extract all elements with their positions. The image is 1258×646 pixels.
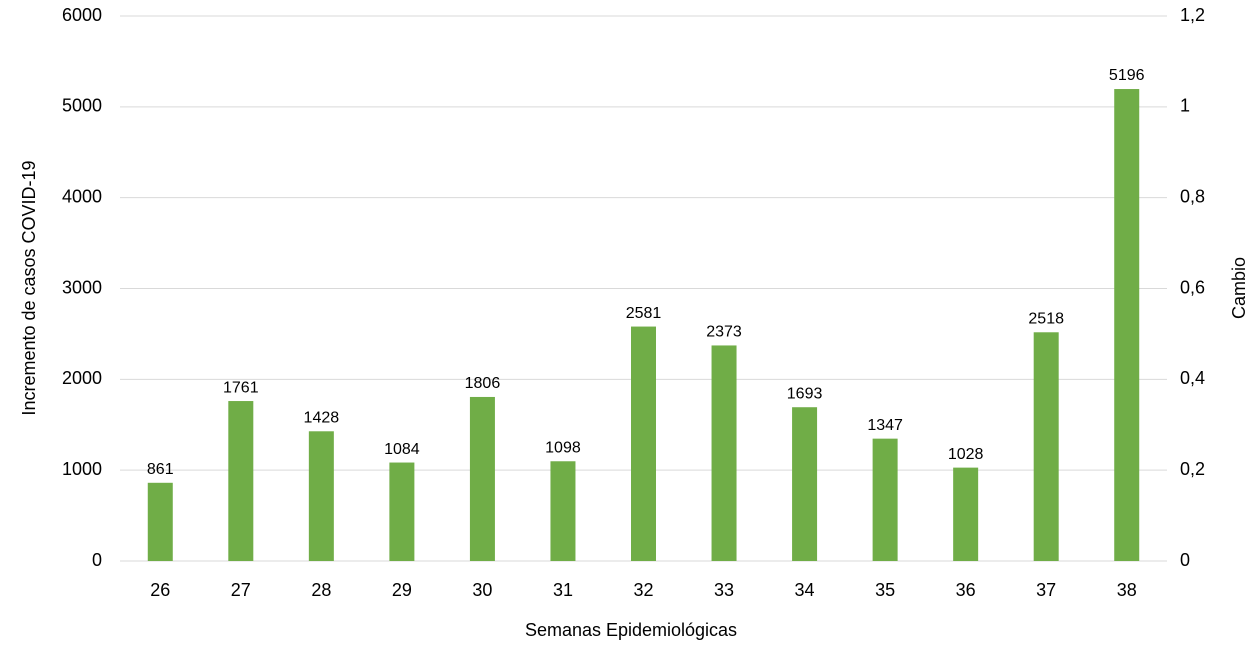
data-label: 1806	[465, 375, 501, 392]
bar	[792, 407, 818, 561]
data-label: 5196	[1109, 67, 1145, 84]
x-tick-label: 29	[392, 580, 412, 600]
bar	[550, 461, 576, 561]
y2-tick-label: 0,2	[1180, 459, 1205, 479]
x-tick-label: 26	[150, 580, 170, 600]
y-tick-label: 1000	[62, 459, 102, 479]
data-label: 1347	[867, 417, 903, 434]
y2-tick-label: 0	[1180, 550, 1190, 570]
data-label: 1693	[787, 385, 823, 402]
data-label: 2373	[706, 324, 742, 341]
bar	[1114, 89, 1140, 561]
y2-tick-label: 0,4	[1180, 368, 1205, 388]
bar	[308, 431, 334, 561]
y2-tick-label: 1	[1180, 96, 1190, 116]
bar	[872, 438, 898, 561]
x-tick-label: 28	[311, 580, 331, 600]
y-tick-label: 0	[92, 550, 102, 570]
x-tick-label: 36	[956, 580, 976, 600]
data-label: 1084	[384, 441, 420, 458]
x-tick-label: 32	[633, 580, 653, 600]
data-label: 1428	[304, 410, 340, 427]
bar	[147, 482, 173, 561]
x-tick-label: 30	[472, 580, 492, 600]
y2-axis-title: Cambio	[1229, 257, 1249, 319]
data-label: 1028	[948, 446, 984, 463]
y-axis-title: Incremento de casos COVID-19	[19, 160, 39, 415]
x-tick-label: 33	[714, 580, 734, 600]
bar	[953, 467, 979, 561]
x-tick-label: 34	[795, 580, 815, 600]
x-tick-label: 31	[553, 580, 573, 600]
x-tick-label: 37	[1036, 580, 1056, 600]
data-label: 2518	[1028, 311, 1064, 328]
bar	[631, 326, 656, 561]
data-label: 1761	[223, 379, 259, 396]
bar	[469, 396, 495, 561]
data-label: 2581	[626, 305, 662, 322]
x-tick-label: 35	[875, 580, 895, 600]
y-tick-label: 5000	[62, 96, 102, 116]
data-label: 861	[147, 461, 174, 478]
y2-tick-label: 0,8	[1180, 186, 1205, 206]
y-tick-label: 6000	[62, 5, 102, 25]
bar	[389, 462, 415, 561]
y-tick-label: 2000	[62, 368, 102, 388]
y-tick-label: 4000	[62, 186, 102, 206]
bar	[1033, 332, 1059, 561]
x-tick-label: 38	[1117, 580, 1137, 600]
bar	[711, 345, 737, 561]
y-tick-label: 3000	[62, 277, 102, 297]
bar	[228, 401, 254, 561]
y2-tick-label: 0,6	[1180, 277, 1205, 297]
x-axis-title: Semanas Epidemiológicas	[525, 620, 737, 640]
data-label: 1098	[545, 439, 581, 456]
x-tick-label: 27	[231, 580, 251, 600]
y2-tick-label: 1,2	[1180, 5, 1205, 25]
